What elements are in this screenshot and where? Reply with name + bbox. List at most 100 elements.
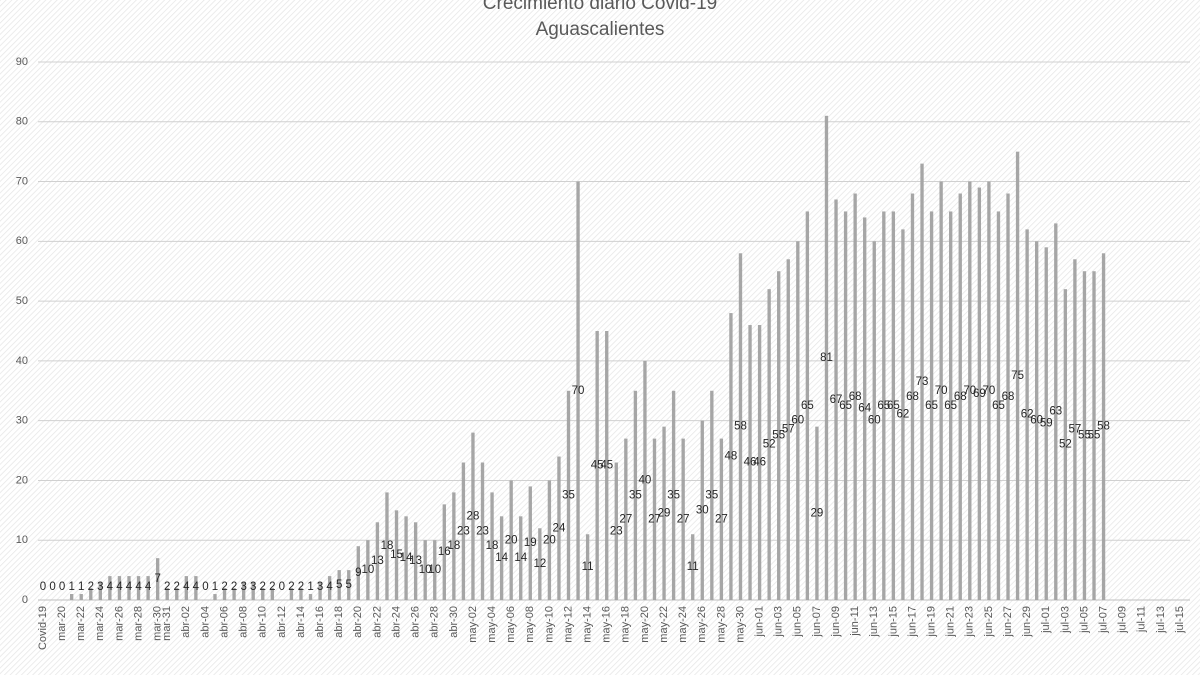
data-label: 2 [231,581,237,593]
data-label: 60 [1030,415,1043,427]
data-label: 73 [916,376,929,388]
data-label: 18 [381,540,394,552]
data-label: 4 [183,581,190,593]
bar [356,546,360,600]
data-label: 3 [240,581,246,593]
x-tick-label: may-18 [620,606,632,643]
bar [671,390,676,600]
bar [576,181,580,601]
bar [423,540,427,600]
x-tick-label: jun-23 [964,606,976,638]
bar [213,594,217,600]
data-label: 67 [830,394,843,406]
y-tick-label: 70 [16,175,28,187]
y-tick-label: 20 [16,474,28,486]
bar [891,211,896,600]
data-label: 23 [476,525,489,537]
data-label: 30 [696,504,709,516]
bar [404,516,408,600]
bar [605,331,609,600]
data-label: 65 [877,400,890,412]
bar [977,187,982,601]
x-tick-label: jun-05 [792,606,804,638]
data-label: 0 [59,581,65,593]
x-tick-label: jul-15 [1174,606,1186,634]
data-label: 65 [925,400,938,412]
data-label: 24 [553,522,566,534]
bar [929,211,934,600]
data-label: 62 [897,409,910,421]
bar [987,181,991,601]
bar [557,456,561,600]
x-tick-label: mar-26 [113,606,125,641]
bar [299,588,303,600]
data-label: 19 [524,537,537,549]
x-tick-label: jun-11 [849,606,861,637]
bar [643,360,647,600]
bar [815,426,819,600]
bar [127,576,131,600]
bar [89,588,93,600]
data-label: 4 [193,581,200,593]
data-label: 35 [705,489,718,501]
data-label: 16 [438,546,451,558]
data-label: 65 [839,400,852,412]
x-tick-label: abr-28 [429,606,441,638]
bar [824,115,829,601]
data-label: 2 [298,581,304,593]
data-label: 46 [744,457,757,469]
data-label: 70 [572,385,585,397]
data-label: 65 [992,400,1005,412]
y-tick-label: 80 [16,116,28,128]
data-label: 13 [409,555,422,567]
bar [184,576,188,600]
bar [1063,289,1068,600]
data-label: 27 [677,513,690,525]
x-tick-label: mar-20 [56,606,68,641]
bar [566,390,571,600]
data-label: 29 [811,507,824,519]
bar [232,588,236,600]
data-label: 68 [954,391,967,403]
bar [834,199,838,600]
bar [633,390,638,600]
bar [757,325,762,600]
data-label: 0 [279,581,285,593]
data-label: 40 [639,474,652,486]
data-label: 18 [447,540,460,552]
data-label: 4 [126,581,133,593]
x-tick-label: may-02 [467,606,479,643]
x-tick-label: jul-03 [1059,606,1071,634]
bar [882,211,886,600]
bar [652,438,657,600]
data-label: 4 [326,581,333,593]
data-label: 18 [486,540,499,552]
bar [318,582,322,600]
data-label: 2 [260,581,266,593]
data-label: 68 [1002,391,1015,403]
x-tick-label: jul-09 [1117,606,1129,634]
x-tick-label: may-30 [734,606,746,643]
data-label: 59 [1040,418,1053,430]
bar [624,438,628,600]
chart-subtitle: Aguascalientes [536,19,665,40]
bar [509,480,513,600]
x-tick-label: jul-05 [1078,606,1090,634]
bar [719,438,724,600]
data-label: 68 [849,391,862,403]
data-label: 20 [543,534,556,546]
x-tick-label: abr-24 [390,606,402,638]
bar [738,253,743,601]
data-label: 10 [419,564,432,576]
data-label: 48 [725,451,738,463]
x-tick-label: jul-11 [1136,606,1148,633]
bar [595,331,599,600]
data-label: 58 [734,421,747,433]
x-tick-label: jun-29 [1021,606,1033,638]
bar [490,492,494,600]
bar [614,462,618,600]
bar [175,588,179,600]
data-label: 5 [336,579,342,591]
data-label: 4 [107,581,114,593]
